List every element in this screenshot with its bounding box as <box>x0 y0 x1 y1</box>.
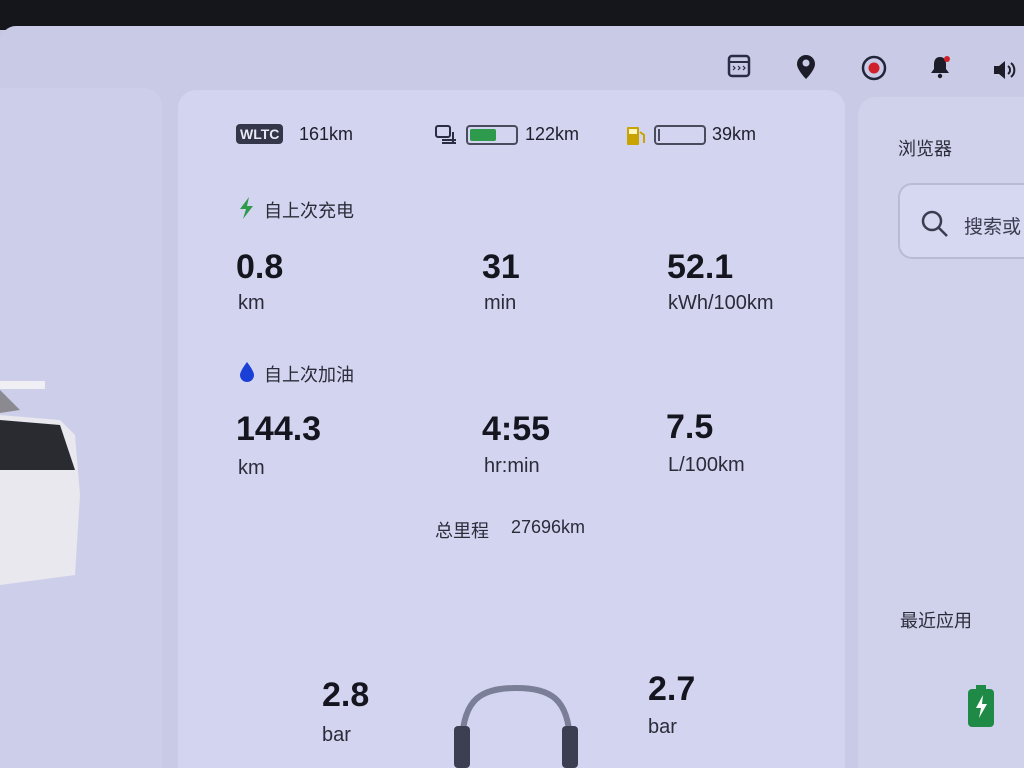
lightning-icon <box>240 197 253 219</box>
charge-consumption-unit: kWh/100km <box>668 292 774 314</box>
battery-pack-icon <box>435 125 456 144</box>
wltc-range: 161km <box>299 124 354 144</box>
record-icon[interactable] <box>861 55 887 81</box>
tire-front-left-value: 2.8 <box>322 676 370 714</box>
search-placeholder: 搜索或 <box>964 217 1022 238</box>
refuel-consumption-unit: L/100km <box>668 454 745 476</box>
fuel-level-fill <box>658 129 661 141</box>
odometer-label: 总里程 <box>435 521 489 541</box>
tire-front-right-value: 2.7 <box>648 670 696 708</box>
volume-icon[interactable] <box>992 58 1018 82</box>
fuel-range: 39km <box>712 124 757 144</box>
browser-search-input[interactable]: 搜索或 <box>898 183 1024 259</box>
charge-consumption-value: 52.1 <box>667 248 734 286</box>
refuel-time-value: 4:55 <box>482 410 551 448</box>
refuel-distance-unit: km <box>238 457 265 479</box>
charge-time-unit: min <box>484 292 517 314</box>
car-top-view-icon <box>454 684 578 768</box>
fuel-drop-icon <box>240 362 254 382</box>
fuel-level-bar <box>654 125 706 145</box>
calculator-icon[interactable] <box>727 54 751 78</box>
car-image <box>0 381 80 585</box>
since-charge-title: 自上次充电 <box>264 201 354 221</box>
charge-distance-unit: km <box>238 292 265 314</box>
refuel-distance-value: 144.3 <box>236 410 322 448</box>
since-refuel-title: 自上次加油 <box>264 365 354 385</box>
battery-level-fill <box>470 129 497 141</box>
battery-range: 122km <box>525 124 580 144</box>
recent-apps-label: 最近应用 <box>900 611 972 631</box>
charge-time-value: 31 <box>482 248 520 286</box>
battery-level-bar <box>466 125 518 145</box>
tire-front-left-unit: bar <box>322 724 351 746</box>
refuel-consumption-value: 7.5 <box>666 408 714 446</box>
wltc-badge: WLTC <box>236 124 284 144</box>
odometer-value: 27696km <box>511 517 586 537</box>
charging-app-icon[interactable] <box>966 685 996 729</box>
trip-info-card <box>178 90 845 768</box>
notification-bell-icon[interactable] <box>928 54 952 80</box>
bezel <box>0 0 1024 30</box>
charge-distance-value: 0.8 <box>236 248 284 286</box>
search-icon <box>921 210 948 237</box>
fuel-pump-icon <box>627 127 645 145</box>
apps-card: 浏览器 搜索或 最近应用 <box>858 97 1024 768</box>
location-pin-icon[interactable] <box>795 53 817 81</box>
refuel-time-unit: hr:min <box>484 455 540 477</box>
tire-front-right-unit: bar <box>648 716 677 738</box>
browser-title: 浏览器 <box>898 139 952 159</box>
